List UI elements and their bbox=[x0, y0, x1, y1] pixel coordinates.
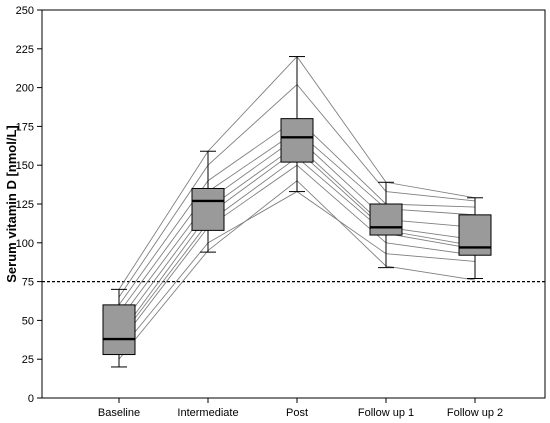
iqr-box bbox=[280, 118, 314, 163]
y-tick-label: 100 bbox=[16, 238, 34, 250]
box-follow-up-2 bbox=[458, 197, 492, 279]
x-tick-label: Follow up 2 bbox=[447, 407, 503, 419]
iqr-box bbox=[102, 304, 136, 356]
y-tick-label: 25 bbox=[22, 354, 34, 366]
box-follow-up-1 bbox=[369, 181, 403, 269]
y-tick-label: 0 bbox=[28, 393, 34, 405]
y-tick-label: 125 bbox=[16, 199, 34, 211]
box-intermediate bbox=[191, 150, 225, 253]
x-tick-label: Intermediate bbox=[177, 407, 238, 419]
box-plots bbox=[102, 56, 492, 368]
subject-line-1 bbox=[118, 180, 476, 360]
iqr-box bbox=[191, 187, 225, 231]
box-post bbox=[280, 56, 314, 193]
x-tick-label: Post bbox=[286, 407, 308, 419]
y-axis-title: Serum vitamin D [nmol/L] bbox=[4, 125, 19, 282]
x-tick-label: Baseline bbox=[98, 407, 140, 419]
x-tick-label: Follow up 1 bbox=[358, 407, 414, 419]
y-tick-label: 50 bbox=[22, 315, 34, 327]
iqr-box bbox=[458, 214, 492, 256]
axes: 0 25 50 75 100 125 150 175 200 225 250 Baseline Inte… bbox=[16, 5, 546, 419]
y-tick-label: 75 bbox=[22, 277, 34, 289]
y-tick-label: 150 bbox=[16, 160, 34, 172]
box-baseline bbox=[102, 288, 136, 368]
iqr-box bbox=[369, 203, 403, 236]
y-tick-label: 200 bbox=[16, 83, 34, 95]
y-tick-label: 225 bbox=[16, 44, 34, 56]
y-tick-label: 175 bbox=[16, 121, 34, 133]
y-tick-label: 250 bbox=[16, 5, 34, 17]
